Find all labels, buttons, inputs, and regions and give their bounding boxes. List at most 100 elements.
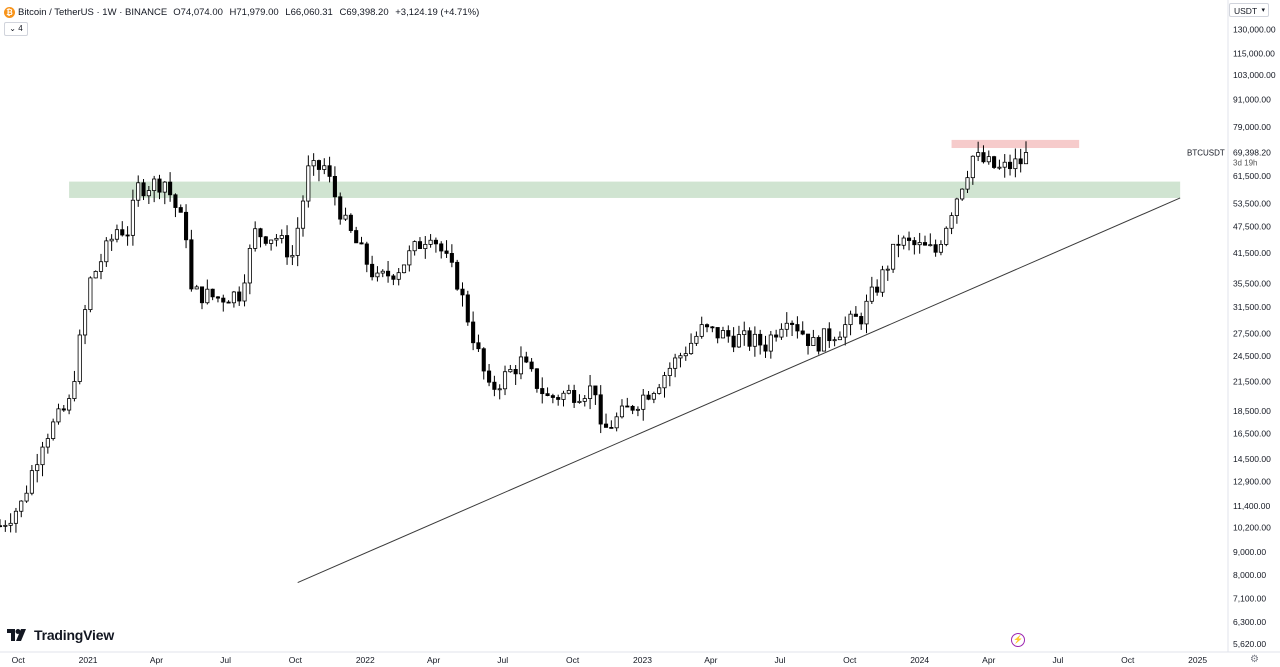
candle-down bbox=[603, 423, 609, 428]
candle-down bbox=[178, 207, 183, 213]
candle-up bbox=[380, 270, 385, 274]
price-tick-label: 21,500.00 bbox=[1233, 377, 1271, 387]
candle-up bbox=[40, 446, 45, 466]
candle-down bbox=[141, 182, 146, 197]
candle-down bbox=[609, 427, 614, 429]
indicator-count: 4 bbox=[18, 24, 23, 33]
time-tick-label: 2022 bbox=[356, 655, 375, 665]
symbol-title[interactable]: Bitcoin / TetherUS · 1W · BINANCE bbox=[18, 6, 168, 18]
candle-up bbox=[343, 214, 348, 220]
tradingview-logo[interactable]: TradingView bbox=[7, 627, 114, 643]
candle-up bbox=[279, 235, 284, 239]
price-tick-label: 27,500.00 bbox=[1233, 329, 1271, 339]
candle-down bbox=[545, 393, 550, 397]
candle-down bbox=[370, 263, 375, 278]
candle-up bbox=[56, 408, 61, 423]
candle-up bbox=[683, 353, 688, 357]
candle-down bbox=[210, 288, 215, 298]
candle-down bbox=[391, 275, 396, 280]
bitcoin-icon: ₿ bbox=[4, 6, 15, 18]
candle-up bbox=[784, 322, 789, 330]
chevron-down-icon: ▾ bbox=[1261, 7, 1265, 14]
candle-up bbox=[3, 524, 8, 527]
price-tick-label: 103,000.00 bbox=[1233, 70, 1276, 80]
candle-down bbox=[646, 394, 651, 400]
time-axis: Oct 2021 Apr Jul Oct 2022 Apr Jul Oct 2023 Apr Jul O… bbox=[0, 651, 1280, 665]
candle-down bbox=[455, 261, 460, 290]
candle-down bbox=[433, 239, 438, 245]
candle-up bbox=[51, 421, 56, 439]
candle-down bbox=[348, 214, 353, 231]
indicators-toggle-button[interactable]: ⌄ 4 bbox=[4, 22, 28, 36]
candle-down bbox=[487, 370, 492, 383]
price-tick-label: 10,200.00 bbox=[1233, 523, 1271, 533]
candle-down bbox=[465, 294, 470, 323]
candle-down bbox=[572, 390, 577, 403]
candle-up bbox=[641, 394, 646, 410]
candle-down bbox=[444, 250, 449, 254]
candle-up bbox=[657, 387, 662, 394]
candle-down bbox=[790, 322, 795, 325]
candle-down bbox=[906, 237, 912, 241]
candle-down bbox=[199, 286, 205, 304]
price-axis-background bbox=[1228, 0, 1280, 667]
candle-down bbox=[354, 230, 359, 244]
candle-up bbox=[694, 335, 699, 344]
candle-down bbox=[726, 330, 731, 337]
time-tick-label: Apr bbox=[150, 655, 163, 665]
candle-down bbox=[534, 368, 539, 389]
candle-up bbox=[970, 155, 975, 179]
open-value: O74,074.00 bbox=[173, 6, 223, 18]
price-tick-label: 53,500.00 bbox=[1233, 198, 1271, 208]
candle-up bbox=[253, 228, 258, 249]
candles-layer bbox=[0, 141, 1029, 533]
price-tick-label: 5,620.00 bbox=[1233, 639, 1266, 649]
candle-down bbox=[189, 239, 194, 290]
candle-down bbox=[476, 342, 481, 350]
resistance-zone bbox=[951, 139, 1080, 149]
candle-down bbox=[529, 361, 534, 370]
candle-up bbox=[811, 337, 816, 346]
time-tick-label: Apr bbox=[704, 655, 717, 665]
currency-label: USDT bbox=[1234, 6, 1258, 16]
currency-selector[interactable]: USDT ▾ bbox=[1229, 3, 1269, 17]
candle-up bbox=[699, 324, 704, 337]
candle-down bbox=[221, 297, 226, 303]
candle-down bbox=[853, 313, 858, 317]
price-tick-label: 6,300.00 bbox=[1233, 617, 1266, 627]
candle-up bbox=[146, 190, 151, 197]
candle-down bbox=[896, 243, 901, 246]
lightning-icon[interactable]: ⚡ bbox=[1011, 633, 1025, 647]
candle-down bbox=[933, 244, 938, 253]
candle-up bbox=[928, 244, 933, 247]
candle-up bbox=[88, 277, 93, 311]
candle-down bbox=[471, 321, 476, 344]
time-tick-label: Oct bbox=[289, 655, 303, 665]
candle-up bbox=[651, 393, 656, 400]
candle-down bbox=[258, 228, 263, 238]
candle-down bbox=[513, 369, 518, 375]
price-tick-label: 16,500.00 bbox=[1233, 428, 1271, 438]
candle-down bbox=[460, 288, 465, 296]
candle-down bbox=[386, 270, 391, 277]
price-tick-label: 7,100.00 bbox=[1233, 593, 1266, 603]
price-tick-label: 41,500.00 bbox=[1233, 248, 1271, 258]
candle-down bbox=[417, 241, 423, 250]
candle-up bbox=[300, 200, 306, 229]
price-tick-label: 14,500.00 bbox=[1233, 454, 1271, 464]
ascending-trendline bbox=[297, 197, 1181, 584]
time-tick-label: 2023 bbox=[633, 655, 652, 665]
gear-icon[interactable]: ⚙ bbox=[1250, 654, 1259, 665]
candle-down bbox=[285, 235, 290, 258]
candle-down bbox=[704, 324, 710, 328]
candle-up bbox=[960, 188, 965, 200]
candle-down bbox=[715, 327, 720, 339]
candle-up bbox=[843, 324, 848, 338]
candle-up bbox=[375, 272, 380, 278]
candle-up bbox=[508, 369, 513, 373]
time-tick-label: 2021 bbox=[79, 655, 98, 665]
time-tick-label: Apr bbox=[427, 655, 440, 665]
candle-down bbox=[598, 394, 603, 425]
candle-down bbox=[157, 178, 162, 193]
